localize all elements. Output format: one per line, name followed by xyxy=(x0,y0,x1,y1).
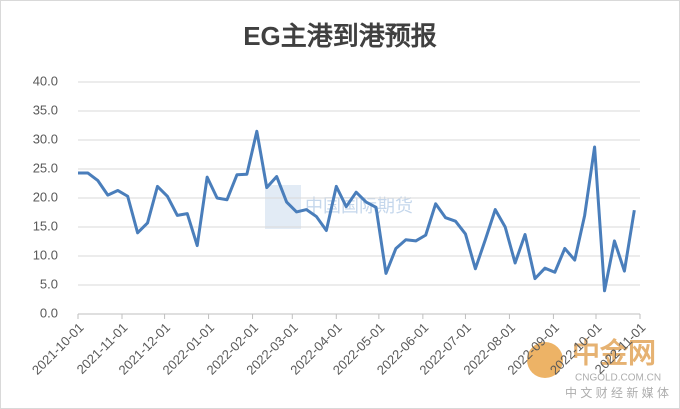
watermark-logo xyxy=(527,342,563,378)
y-tick-label: 10.0 xyxy=(33,247,58,262)
y-tick-label: 15.0 xyxy=(33,218,58,233)
y-tick-label: 30.0 xyxy=(33,131,58,146)
y-tick-label: 35.0 xyxy=(33,102,58,117)
watermark: 中 文 财 经 新 媒 体 xyxy=(565,385,669,400)
line-series xyxy=(78,129,636,293)
watermark: 中国国际期货 xyxy=(305,196,413,216)
y-tick-label: 20.0 xyxy=(33,189,58,204)
y-tick-label: 25.0 xyxy=(33,160,58,175)
chart-title: EG主港到港预报 xyxy=(243,21,437,51)
watermark: 中金网 xyxy=(572,336,656,368)
y-tick-label: 5.0 xyxy=(40,276,58,291)
watermark: CNGOLD.COM.CN xyxy=(575,373,661,384)
y-tick-label: 40.0 xyxy=(33,73,58,88)
y-tick-label: 0.0 xyxy=(40,305,58,320)
